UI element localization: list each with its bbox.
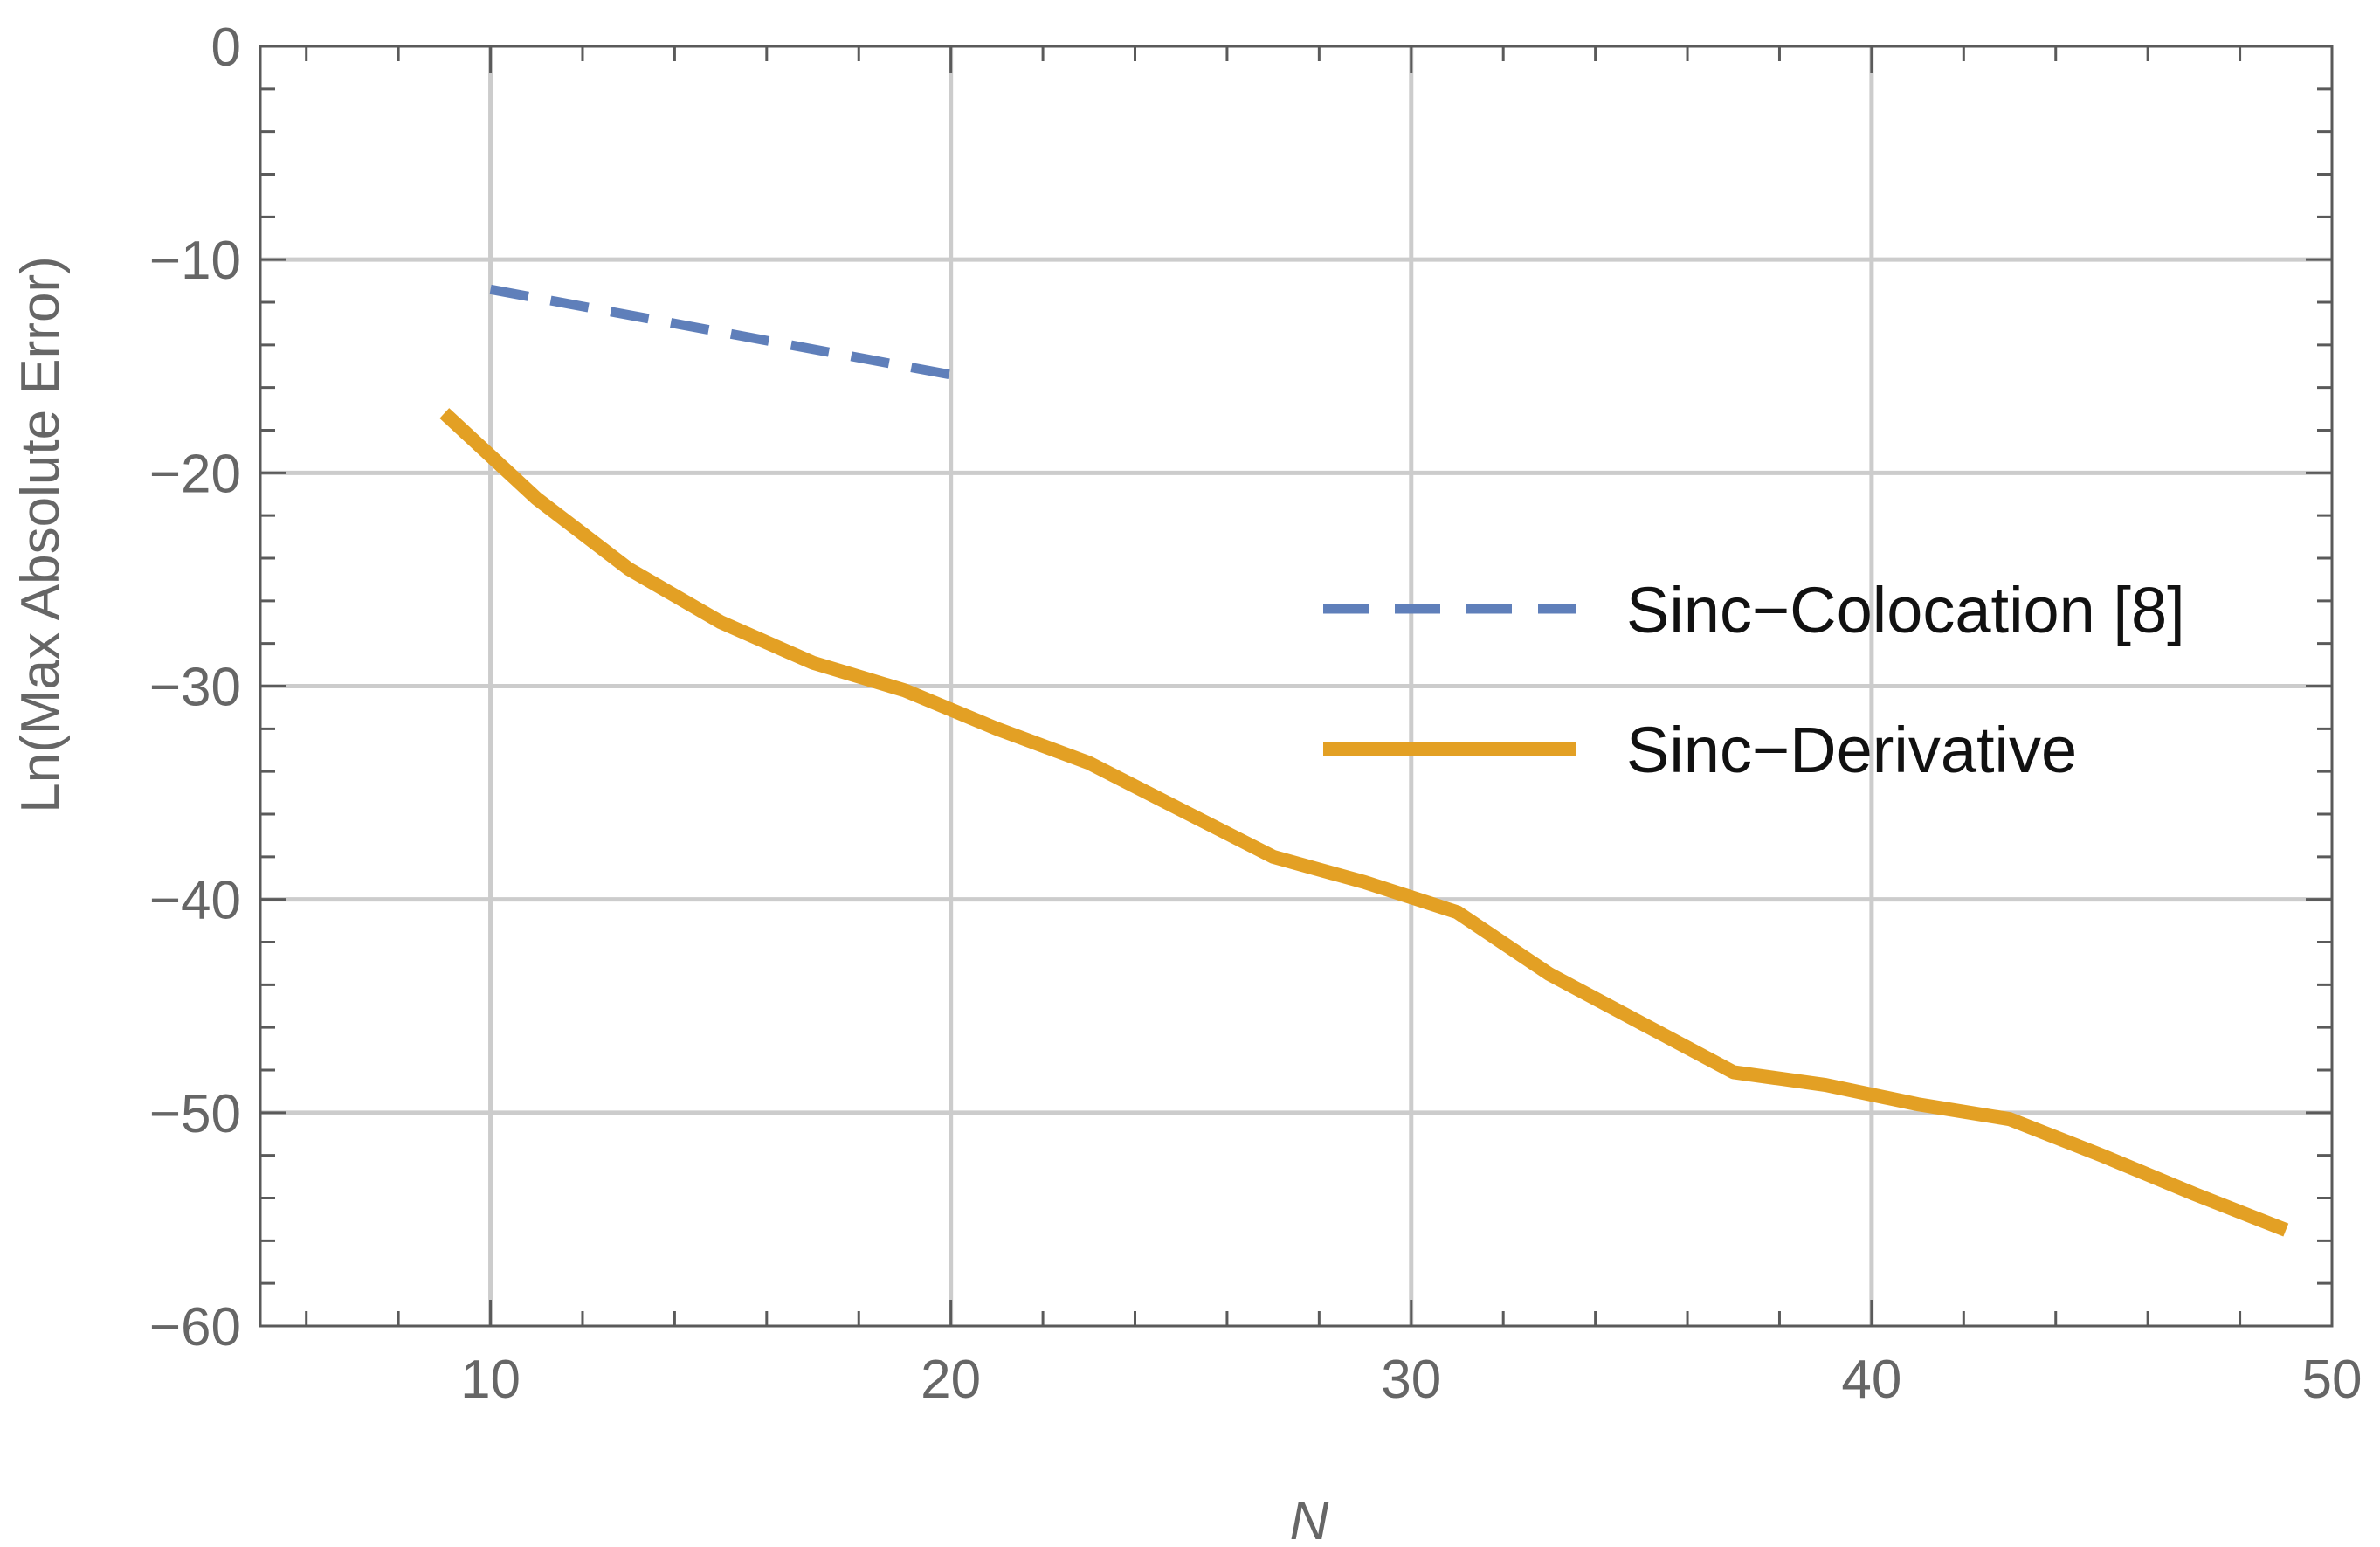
y-tick-label-m20: −20 xyxy=(149,444,241,504)
legend-label-sinc-colocation: Sinc−Colocation [8] xyxy=(1626,574,2185,646)
x-tick-label-20: 20 xyxy=(921,1350,981,1410)
x-tick-label-50: 50 xyxy=(2302,1350,2363,1410)
y-tick-label-m40: −40 xyxy=(149,871,241,931)
y-tick-label-m10: −10 xyxy=(149,231,241,291)
grid-layer xyxy=(260,46,2332,1326)
plot-frame xyxy=(259,45,2334,1328)
y-tick-label-0: 0 xyxy=(211,17,241,78)
x-tick-label-10: 10 xyxy=(460,1350,521,1410)
x-axis-title: N xyxy=(1290,1491,1329,1547)
legend: Sinc−Colocation [8] Sinc−Derivative xyxy=(1323,574,2185,786)
y-axis-title: Ln(Max Absolute Error) xyxy=(10,256,71,812)
x-tick-label-40: 40 xyxy=(1841,1350,1901,1410)
legend-label-sinc-derivative: Sinc−Derivative xyxy=(1626,714,2077,786)
series-layer xyxy=(439,284,2289,1237)
y-tick-label-m50: −50 xyxy=(149,1084,241,1144)
tick-labels: 10 20 30 40 50 0 −10 −20 −30 −40 −50 −60 xyxy=(149,17,2363,1410)
y-tick-label-m30: −30 xyxy=(149,658,241,718)
series-line-1 xyxy=(439,408,2289,1237)
y-tick-label-m60: −60 xyxy=(149,1297,241,1357)
series-line-0 xyxy=(489,284,952,380)
x-tick-label-30: 30 xyxy=(1381,1350,1441,1410)
